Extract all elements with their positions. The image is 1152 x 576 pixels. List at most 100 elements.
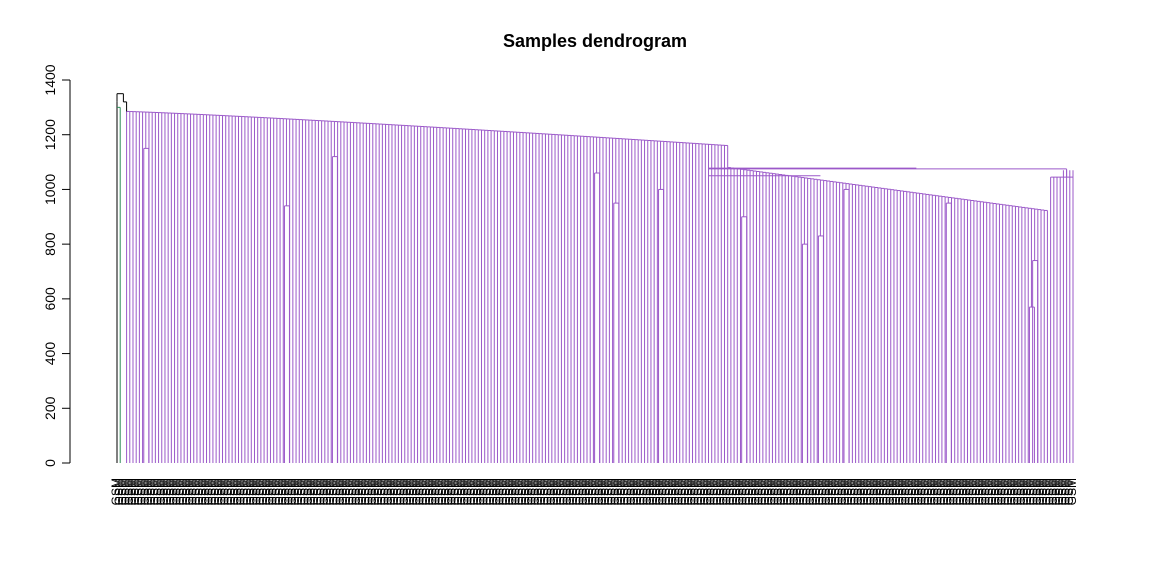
leaf-label: GSM xyxy=(250,478,264,505)
leaf-label: GSM xyxy=(972,478,986,505)
leaf-label: GSM xyxy=(806,478,820,505)
leaf-label: GSM xyxy=(480,478,494,505)
leaf-label: GSM xyxy=(601,478,615,505)
leaf-label: GSM xyxy=(489,478,503,505)
leaf-label: GSM xyxy=(857,478,871,505)
leaf-label: GSM xyxy=(560,478,574,505)
leaf-label: GSM xyxy=(301,478,315,505)
leaf-label: GSM xyxy=(921,478,935,505)
leaf-label: GSM xyxy=(758,478,772,505)
leaf-label: GSM xyxy=(707,478,721,505)
leaf-label: GSM xyxy=(694,478,708,505)
leaf-label: GSM xyxy=(314,478,328,505)
leaf-label: GSM xyxy=(774,478,788,505)
leaf-label: GSM xyxy=(298,478,312,505)
leaf-label: GSM xyxy=(835,478,849,505)
leaf-label: GSM xyxy=(800,478,814,505)
leaf-label: GSM xyxy=(880,478,894,505)
chart-title: Samples dendrogram xyxy=(503,31,687,51)
leaf-label: GSM xyxy=(432,478,446,505)
leaf-label: GSM xyxy=(307,478,321,505)
leaf-label: GSM xyxy=(531,478,545,505)
leaf-label: GSM xyxy=(685,478,699,505)
leaf-label: GSM xyxy=(138,478,152,505)
leaf-label: GSM xyxy=(502,478,516,505)
leaf-label: GSM xyxy=(243,478,257,505)
leaf-label: GSM xyxy=(381,478,395,505)
leaf-label: GSM xyxy=(975,478,989,505)
leaf-label: GSM xyxy=(566,478,580,505)
leaf-label: GSM xyxy=(713,478,727,505)
leaf-label: GSM xyxy=(643,478,657,505)
leaf-label: GSM xyxy=(339,478,353,505)
leaf-label: GSM xyxy=(304,478,318,505)
leaf-label: GSM xyxy=(633,478,647,505)
leaf-label: GSM xyxy=(793,478,807,505)
leaf-label: GSM xyxy=(186,478,200,505)
leaf-label: GSM xyxy=(160,478,174,505)
leaf-label: GSM xyxy=(931,478,945,505)
leaf-label: GSM xyxy=(1020,478,1034,505)
leaf-label: GSM xyxy=(579,478,593,505)
leaf-label: GSM xyxy=(454,478,468,505)
leaf-label: GSM xyxy=(342,478,356,505)
leaf-label: GSM xyxy=(812,478,826,505)
leaf-label: GSM xyxy=(221,478,235,505)
leaf-label: GSM xyxy=(688,478,702,505)
leaf-label: GSM xyxy=(486,478,500,505)
leaf-label: GSM xyxy=(822,478,836,505)
leaf-label: GSM xyxy=(969,478,983,505)
leaf-label: GSM xyxy=(330,478,344,505)
leaf-label: GSM xyxy=(777,478,791,505)
leaf-label: GSM xyxy=(1007,478,1021,505)
leaf-label: GSM xyxy=(442,478,456,505)
leaf-label: GSM xyxy=(1001,478,1015,505)
leaf-label: GSM xyxy=(541,478,555,505)
leaf-labels: GSMGSMGSMGSMGSMGSMGSMGSMGSMGSMGSMGSMGSMG… xyxy=(109,478,1079,505)
leaf-label: GSM xyxy=(464,478,478,505)
leaf-label: GSM xyxy=(966,478,980,505)
leaf-label: GSM xyxy=(547,478,561,505)
leaf-label: GSM xyxy=(349,478,363,505)
leaf-label: GSM xyxy=(323,478,337,505)
leaf-label: GSM xyxy=(368,478,382,505)
leaf-label: GSM xyxy=(934,478,948,505)
leaf-label: GSM xyxy=(896,478,910,505)
leaf-label: GSM xyxy=(902,478,916,505)
leaf-label: GSM xyxy=(870,478,884,505)
leaf-label: GSM xyxy=(1052,478,1066,505)
leaf-label: GSM xyxy=(534,478,548,505)
leaf-label: GSM xyxy=(215,478,229,505)
leaf-label: GSM xyxy=(435,478,449,505)
leaf-label: GSM xyxy=(649,478,663,505)
leaf-label: GSM xyxy=(915,478,929,505)
leaf-label: GSM xyxy=(653,478,667,505)
leaf-label: GSM xyxy=(803,478,817,505)
leaf-label: GSM xyxy=(275,478,289,505)
leaf-label: GSM xyxy=(582,478,596,505)
leaf-label: GSM xyxy=(119,478,133,505)
leaf-label: GSM xyxy=(787,478,801,505)
leaf-label: GSM xyxy=(448,478,462,505)
leaf-label: GSM xyxy=(355,478,369,505)
leaf-label: GSM xyxy=(1011,478,1025,505)
leaf-label: GSM xyxy=(458,478,472,505)
leaf-label: GSM xyxy=(720,478,734,505)
leaf-label: GSM xyxy=(320,478,334,505)
leaf-label: GSM xyxy=(1049,478,1063,505)
leaf-label: GSM xyxy=(109,478,123,505)
leaf-label: GSM xyxy=(515,478,529,505)
leaf-label: GSM xyxy=(979,478,993,505)
leaf-label: GSM xyxy=(438,478,452,505)
leaf-label: GSM xyxy=(1023,478,1037,505)
leaf-label: GSM xyxy=(732,478,746,505)
leaf-label: GSM xyxy=(883,478,897,505)
leaf-label: GSM xyxy=(371,478,385,505)
leaf-label: GSM xyxy=(630,478,644,505)
leaf-label: GSM xyxy=(1030,478,1044,505)
leaf-label: GSM xyxy=(611,478,625,505)
leaf-label: GSM xyxy=(144,478,158,505)
leaf-label: GSM xyxy=(780,478,794,505)
leaf-label: GSM xyxy=(259,478,273,505)
leaf-label: GSM xyxy=(950,478,964,505)
